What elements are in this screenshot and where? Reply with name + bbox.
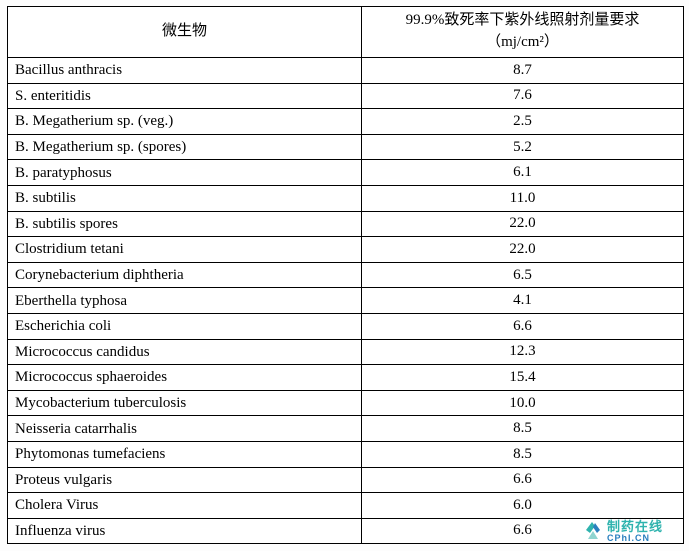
dose-value: 7.6 — [361, 82, 684, 110]
dose-value: 11.0 — [361, 184, 684, 212]
microorganism-name: Bacillus anthracis — [7, 57, 362, 84]
microorganism-name: Phytomonas tumefaciens — [7, 440, 362, 468]
dose-value: 4.1 — [361, 287, 684, 314]
dose-value: 22.0 — [361, 210, 684, 238]
dose-value: 6.5 — [361, 261, 684, 289]
dose-value: 5.2 — [361, 133, 684, 161]
dose-value: 6.1 — [361, 159, 684, 186]
microorganism-name: Mycobacterium tuberculosis — [7, 389, 362, 417]
table-row: Eberthella typhosa 4.1 — [7, 287, 684, 314]
microorganism-name: B. subtilis — [7, 184, 362, 212]
microorganism-name: Eberthella typhosa — [7, 287, 362, 314]
dose-value: 8.5 — [361, 415, 684, 442]
dose-value: 6.6 — [361, 312, 684, 340]
uv-dose-table: 微生物 99.9%致死率下紫外线照射剂量要求 （mj/cm²） Bacillus… — [7, 6, 684, 545]
table-row: B. subtilis 11.0 — [7, 184, 684, 212]
microorganism-name: Clostridium tetani — [7, 236, 362, 263]
microorganism-name: S. enteritidis — [7, 82, 362, 110]
microorganism-name: Proteus vulgaris — [7, 466, 362, 494]
table-header-row: 微生物 99.9%致死率下紫外线照射剂量要求 （mj/cm²） — [7, 6, 684, 58]
table-row: Influenza virus 6.6 — [7, 517, 684, 545]
col-header-uv-dose-line2: （mj/cm²） — [486, 34, 559, 50]
col-header-uv-dose: 99.9%致死率下紫外线照射剂量要求 （mj/cm²） — [361, 6, 684, 58]
microorganism-name: Influenza virus — [7, 517, 362, 545]
microorganism-name: B. Megatherium sp. (spores) — [7, 133, 362, 161]
dose-value: 15.4 — [361, 364, 684, 391]
dose-value: 12.3 — [361, 338, 684, 366]
microorganism-name: B. subtilis spores — [7, 210, 362, 238]
microorganism-name: Micrococcus sphaeroides — [7, 364, 362, 391]
col-header-microorganism: 微生物 — [7, 6, 362, 58]
table-row: B. subtilis spores 22.0 — [7, 210, 684, 238]
microorganism-name: Neisseria catarrhalis — [7, 415, 362, 442]
microorganism-name: Corynebacterium diphtheria — [7, 261, 362, 289]
table-row: Mycobacterium tuberculosis 10.0 — [7, 389, 684, 417]
table-row: Micrococcus candidus 12.3 — [7, 338, 684, 366]
dose-value: 8.5 — [361, 440, 684, 468]
microorganism-name: B. paratyphosus — [7, 159, 362, 186]
table-row: Neisseria catarrhalis 8.5 — [7, 415, 684, 442]
table-row: Clostridium tetani 22.0 — [7, 236, 684, 263]
table-row: Corynebacterium diphtheria 6.5 — [7, 261, 684, 289]
table-row: Cholera Virus 6.0 — [7, 492, 684, 519]
microorganism-name: B. Megatherium sp. (veg.) — [7, 108, 362, 135]
table-row: Phytomonas tumefaciens 8.5 — [7, 440, 684, 468]
table-row: B. Megatherium sp. (spores) 5.2 — [7, 133, 684, 161]
microorganism-name: Cholera Virus — [7, 492, 362, 519]
table-row: B. paratyphosus 6.1 — [7, 159, 684, 186]
col-header-uv-dose-line1: 99.9%致死率下紫外线照射剂量要求 — [405, 12, 640, 29]
microorganism-name: Escherichia coli — [7, 312, 362, 340]
dose-value: 6.6 — [361, 466, 684, 494]
table-row: Bacillus anthracis 8.7 — [7, 57, 684, 84]
microorganism-name: Micrococcus candidus — [7, 338, 362, 366]
dose-value: 2.5 — [361, 108, 684, 135]
table-row: Escherichia coli 6.6 — [7, 312, 684, 340]
table-row: Micrococcus sphaeroides 15.4 — [7, 364, 684, 391]
dose-value: 6.6 — [361, 517, 684, 545]
dose-value: 6.0 — [361, 492, 684, 519]
dose-value: 10.0 — [361, 389, 684, 417]
dose-value: 22.0 — [361, 236, 684, 263]
dose-value: 8.7 — [361, 57, 684, 84]
table-row: S. enteritidis 7.6 — [7, 82, 684, 110]
table-row: B. Megatherium sp. (veg.) 2.5 — [7, 108, 684, 135]
table-row: Proteus vulgaris 6.6 — [7, 466, 684, 494]
